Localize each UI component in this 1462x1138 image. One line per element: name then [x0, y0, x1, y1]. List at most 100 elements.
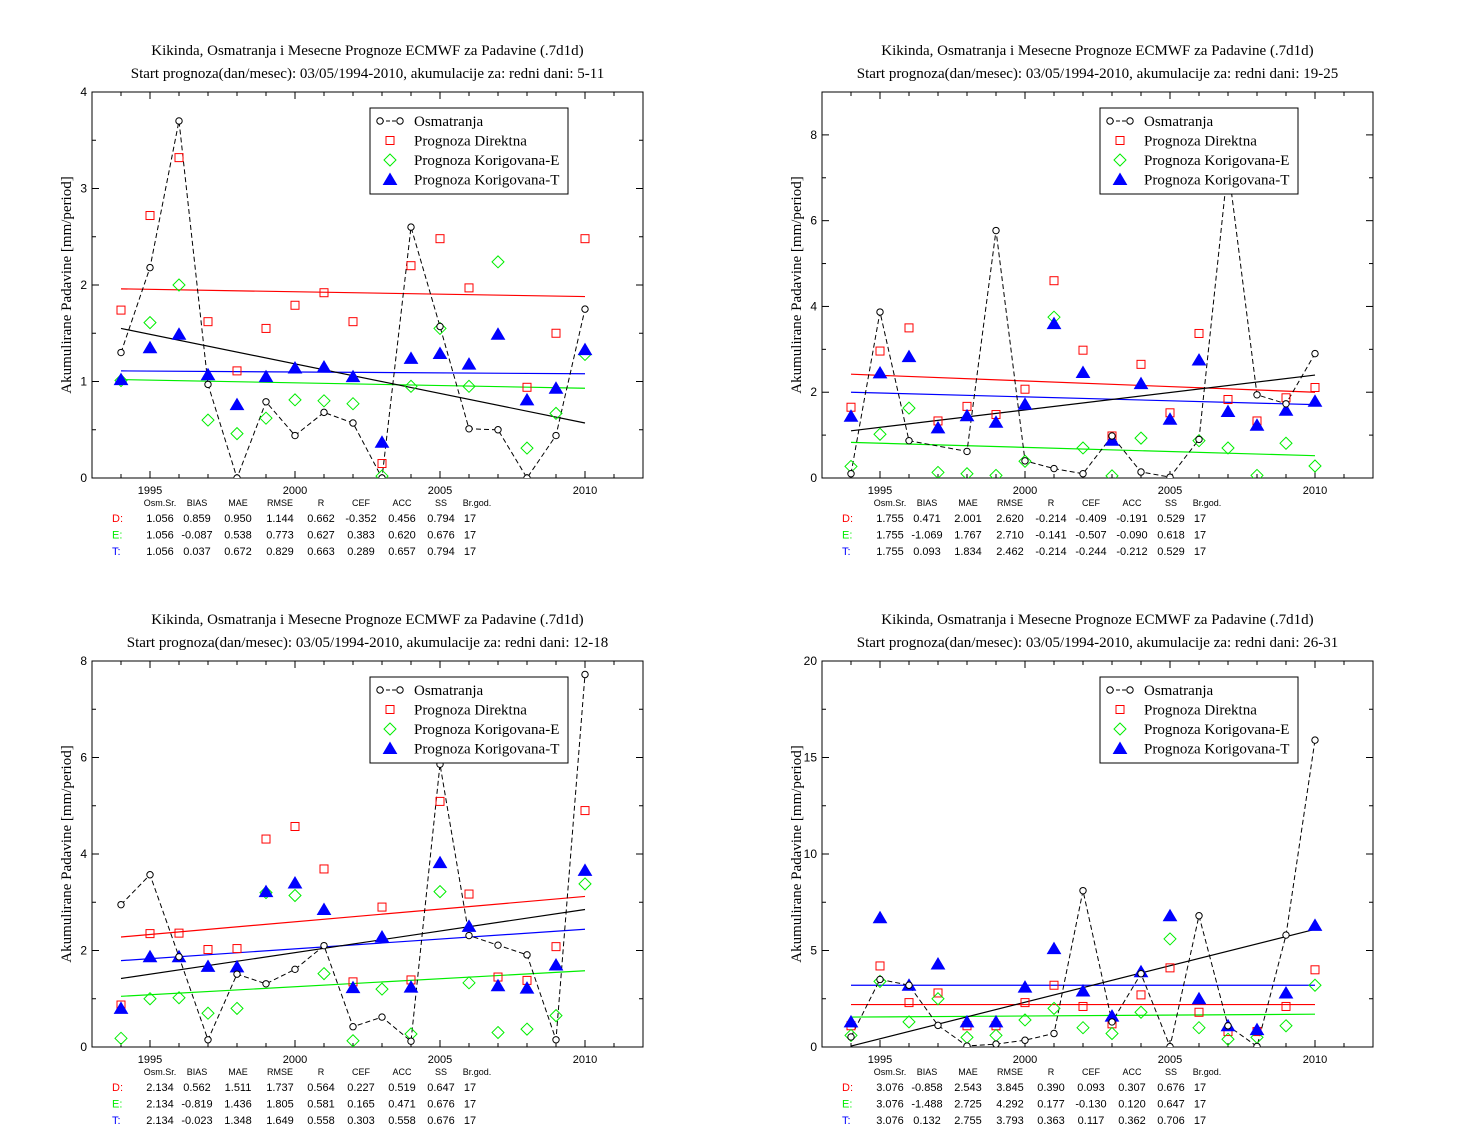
data-point-corrE — [230, 1001, 244, 1016]
legend-marker-corrE — [383, 722, 397, 736]
data-point-obs — [992, 226, 1000, 235]
data-point-direct — [290, 821, 300, 831]
stats-cell: 0.289 — [347, 546, 375, 558]
data-point-obs — [847, 1033, 855, 1041]
stats-cell: 0.627 — [307, 530, 335, 542]
chart-title: Kikinda, Osmatranja i Mesecne Prognoze E… — [151, 612, 583, 628]
legend-marker-direct — [385, 136, 395, 145]
data-point-direct — [1194, 328, 1204, 338]
stats-header: CEF — [352, 1067, 371, 1077]
data-point-corrT — [988, 1014, 1004, 1028]
data-point-corrT — [374, 930, 390, 943]
stats-cell: -0.819 — [181, 1099, 212, 1111]
data-point-corrE — [491, 1025, 505, 1040]
stats-cell: 17 — [464, 530, 476, 542]
data-point-corrE — [549, 406, 563, 421]
data-point-obs — [204, 380, 212, 389]
data-point-obs — [291, 965, 299, 974]
legend-label: Prognoza Direktna — [1144, 703, 1257, 719]
data-point-obs — [523, 951, 531, 959]
stats-row-label: E: — [842, 530, 852, 542]
data-point-obs — [1195, 912, 1203, 920]
data-point-corrT — [1046, 941, 1062, 955]
trend-line-direct — [120, 288, 586, 298]
data-point-corrE — [288, 888, 302, 903]
data-point-corrE — [433, 321, 447, 336]
chart-subtitle: Start prognoza(dan/mesec): 03/05/1994-20… — [857, 66, 1339, 82]
data-point-corrE — [114, 373, 128, 388]
data-point-corrT — [548, 957, 564, 971]
data-point-corrT — [930, 957, 946, 970]
data-point-corrT — [432, 855, 448, 869]
data-point-direct — [145, 929, 155, 939]
plot-area — [843, 736, 1323, 1047]
data-point-obs — [1166, 473, 1174, 478]
legend-marker-corrT — [1112, 172, 1128, 185]
data-point-corrE — [844, 1028, 858, 1043]
x-tick-label: 1995 — [138, 485, 162, 497]
data-point-direct — [377, 902, 387, 912]
y-tick-label: 1 — [80, 375, 87, 389]
stats-row-label: T: — [112, 1115, 121, 1127]
x-tick-label: 2000 — [283, 485, 307, 497]
data-point-obs — [552, 431, 560, 440]
legend-marker-osmatranja — [396, 117, 404, 125]
stats-header: Osm.Sr. — [874, 498, 907, 508]
data-point-corrE — [960, 467, 974, 478]
data-point-corrE — [902, 401, 916, 415]
data-point-obs — [1166, 1042, 1174, 1047]
data-point-corrE — [346, 396, 360, 411]
legend-marker-corrE — [383, 153, 397, 167]
stats-row-label: D: — [112, 513, 123, 525]
chart-panel-4: Kikinda, Osmatranja i Mesecne Prognoze E… — [789, 612, 1374, 1127]
legend-marker-osmatranja — [1126, 686, 1134, 694]
data-point-corrE — [143, 315, 157, 330]
stats-cell: -0.087 — [181, 530, 212, 542]
x-tick-label: 2010 — [573, 1054, 597, 1066]
plot-frame — [821, 91, 1374, 479]
legend-marker-corrT — [1112, 741, 1128, 754]
data-point-obs — [1311, 736, 1319, 744]
stats-cell: 2.710 — [996, 530, 1024, 542]
data-point-direct — [203, 317, 213, 327]
legend: Osmatranja Prognoza Direktna Prognoza Kori… — [1099, 107, 1299, 195]
stats-table: Osm.Sr. BIAS MAE RMSE R CEF ACC SS Br.god. D: 3.07… — [842, 1067, 1221, 1127]
legend-label: Prognoza Korigovana-E — [414, 722, 559, 738]
stats-cell: 0.950 — [224, 513, 252, 525]
data-point-corrE — [1134, 1005, 1148, 1019]
stats-cell: 0.676 — [427, 1115, 455, 1127]
data-point-direct — [1049, 980, 1059, 990]
legend-marker-corrT — [382, 172, 398, 185]
stats-header: RMSE — [267, 1067, 293, 1077]
data-point-direct — [1078, 1001, 1088, 1011]
chart-title: Kikinda, Osmatranja i Mesecne Prognoze E… — [881, 43, 1313, 59]
stats-cell: 1.056 — [146, 513, 174, 525]
legend-marker-osmatranja — [396, 686, 404, 694]
y-axis-label: Akumulirane Padavine [mm/period] — [59, 176, 75, 393]
data-point-corrE — [143, 992, 157, 1006]
data-point-corrT — [229, 959, 245, 973]
legend-label: Osmatranja — [1144, 114, 1213, 130]
y-tick-label: 20 — [804, 654, 818, 668]
chart-panel-3: Kikinda, Osmatranja i Mesecne Prognoze E… — [59, 612, 644, 1127]
data-point-corrT — [1191, 991, 1207, 1005]
data-point-corrT — [1162, 908, 1178, 922]
stats-cell: 0.662 — [307, 513, 335, 525]
plot-area — [113, 670, 593, 1047]
stats-cell: 1.755 — [876, 530, 904, 542]
data-point-corrE — [288, 393, 302, 407]
stats-cell: 0.117 — [1078, 1115, 1105, 1127]
stats-cell: 0.657 — [388, 546, 416, 558]
stats-header: BIAS — [187, 498, 208, 508]
stats-cell: 2.620 — [996, 513, 1024, 525]
data-point-direct — [290, 300, 300, 310]
stats-header: ACC — [1122, 498, 1142, 508]
data-point-obs — [146, 871, 154, 879]
plot-area — [113, 117, 593, 478]
stats-header: Br.god. — [1193, 1067, 1222, 1077]
data-point-direct — [232, 944, 242, 954]
trend-line-corrT — [120, 928, 586, 962]
data-point-corrE — [520, 1022, 534, 1036]
data-point-direct — [1310, 383, 1320, 393]
legend-label: Osmatranja — [414, 114, 483, 130]
